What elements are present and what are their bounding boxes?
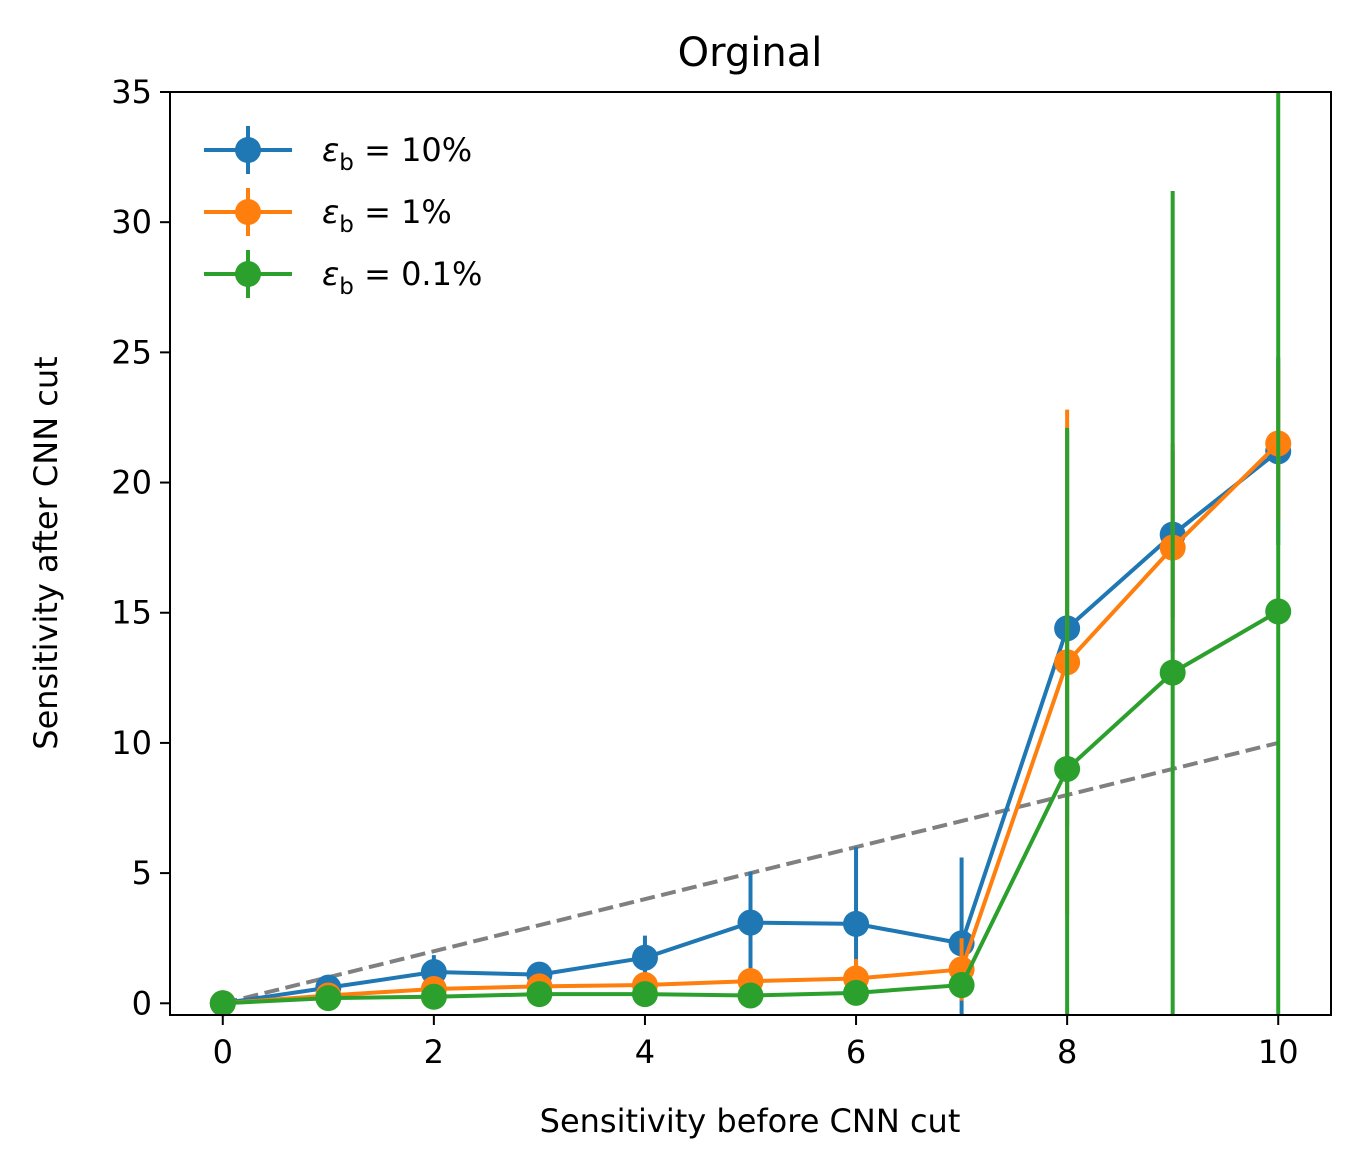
- x-axis-ticks: 0 2 4 6 8 10: [213, 1015, 1299, 1071]
- chart-title: Orginal: [678, 30, 823, 76]
- y-tick-label: 25: [111, 333, 152, 371]
- legend-marker: [235, 261, 261, 287]
- legend-item-1: εb = 10%: [204, 126, 472, 176]
- y-tick-label: 35: [111, 73, 152, 111]
- legend-marker: [235, 137, 261, 163]
- data-point: [631, 981, 658, 1008]
- plot-frame: [169, 91, 1332, 1016]
- legend: εb = 10% εb = 1% εb = 0.1%: [204, 126, 482, 300]
- data-point: [631, 944, 658, 971]
- legend-item-2: εb = 1%: [204, 188, 452, 238]
- y-tick-label: 30: [111, 203, 152, 241]
- x-tick-label: 0: [213, 1033, 233, 1071]
- data-point: [420, 983, 447, 1010]
- legend-marker: [235, 199, 261, 225]
- axis-layer: 0 2 4 6 8 10 0 5 10 15 20 25 30 35: [111, 73, 1332, 1071]
- y-tick-label: 0: [132, 984, 152, 1022]
- data-point: [737, 982, 764, 1009]
- x-tick-label: 8: [1057, 1033, 1077, 1071]
- x-tick-label: 6: [846, 1033, 866, 1071]
- x-tick-label: 2: [424, 1033, 444, 1071]
- data-point: [209, 990, 236, 1017]
- data-point: [1159, 659, 1186, 686]
- x-tick-label: 10: [1258, 1033, 1299, 1071]
- x-tick-label: 4: [635, 1033, 655, 1071]
- x-axis-label: Sensitivity before CNN cut: [540, 1102, 961, 1140]
- plot-background: [170, 92, 1331, 1015]
- data-point: [315, 985, 342, 1012]
- data-point: [843, 979, 870, 1006]
- series-layer: [209, 92, 1292, 1017]
- legend-item-3: εb = 0.1%: [204, 250, 482, 300]
- plot-area: [170, 92, 1331, 1017]
- y-axis-ticks: 0 5 10 15 20 25 30 35: [111, 73, 170, 1022]
- y-tick-label: 20: [111, 464, 152, 502]
- legend-label: εb = 10%: [322, 131, 472, 176]
- legend-label: εb = 1%: [322, 193, 452, 238]
- y-tick-label: 5: [132, 854, 152, 892]
- data-point: [1054, 755, 1081, 782]
- legend-label: εb = 0.1%: [322, 255, 482, 300]
- y-axis-label: Sensitivity after CNN cut: [27, 356, 65, 749]
- series-3: [209, 92, 1292, 1017]
- data-point: [948, 972, 975, 999]
- data-point: [1265, 598, 1292, 625]
- data-point: [737, 909, 764, 936]
- y-tick-label: 15: [111, 594, 152, 632]
- y-tick-label: 10: [111, 724, 152, 762]
- data-point: [843, 910, 870, 937]
- data-point: [526, 981, 553, 1008]
